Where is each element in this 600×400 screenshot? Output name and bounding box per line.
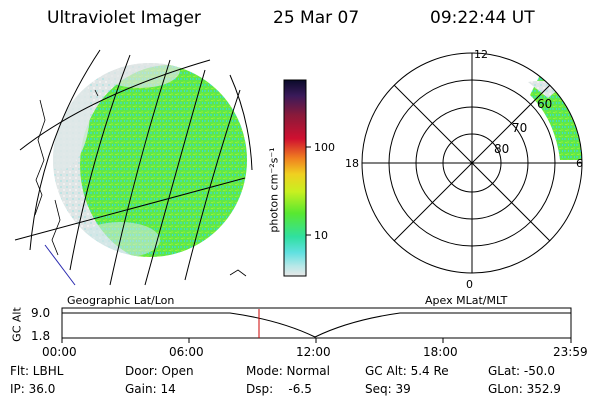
uv-earth-image (14, 49, 253, 286)
info-ip: IP: 36.0 (10, 382, 56, 396)
polar-ring-60: 60 (537, 97, 553, 111)
polar-label-right: 6 (576, 157, 583, 170)
info-flt: Flt: LBHL (10, 364, 64, 378)
polar-label-bottom: 0 (466, 278, 473, 291)
orbit-left-title: Geographic Lat/Lon (67, 294, 175, 307)
colorbar-tick-100: 100 (314, 141, 335, 154)
polar-ring-80: 80 (494, 142, 510, 156)
color-scale-bar (283, 79, 311, 277)
date-label: 25 Mar 07 (273, 8, 360, 28)
polar-mlt-plot (361, 52, 583, 274)
orbit-x-tick-4: 23:59 (553, 345, 588, 359)
polar-ring-70: 70 (512, 121, 528, 135)
info-gain: Gain: 14 (125, 382, 176, 396)
info-seq: Seq: 39 (365, 382, 411, 396)
polar-label-left: 18 (345, 157, 359, 170)
info-door: Door: Open (125, 364, 194, 378)
time-label: 09:22:44 UT (430, 8, 535, 28)
orbit-x-tick-2: 12:00 (296, 345, 331, 359)
polar-label-top: 12 (474, 48, 488, 61)
info-glon: GLon: 352.9 (488, 382, 561, 396)
orbit-right-title: Apex MLat/MLT (425, 294, 508, 307)
orbit-y-tick-top: 9.0 (31, 306, 51, 320)
info-glat: GLat: -50.0 (488, 364, 555, 378)
orbit-x-tick-0: 00:00 (42, 345, 77, 359)
orbit-x-tick-3: 18:00 (423, 345, 458, 359)
info-gc-alt: GC Alt: 5.4 Re (365, 364, 449, 378)
orbit-x-tick-1: 06:00 (169, 345, 204, 359)
colorbar-unit-label: photon cm⁻²s⁻¹ (267, 147, 281, 233)
app-title: Ultraviolet Imager (47, 8, 201, 28)
orbit-y-tick-bottom: 1.8 (31, 329, 51, 343)
info-mode: Mode: Normal (246, 364, 330, 378)
colorbar-tick-10: 10 (314, 229, 328, 242)
info-dsp: Dsp: -6.5 (246, 382, 312, 396)
orbit-y-axis-label: GC Alt (10, 307, 24, 342)
orbit-altitude-plot (61, 307, 572, 343)
